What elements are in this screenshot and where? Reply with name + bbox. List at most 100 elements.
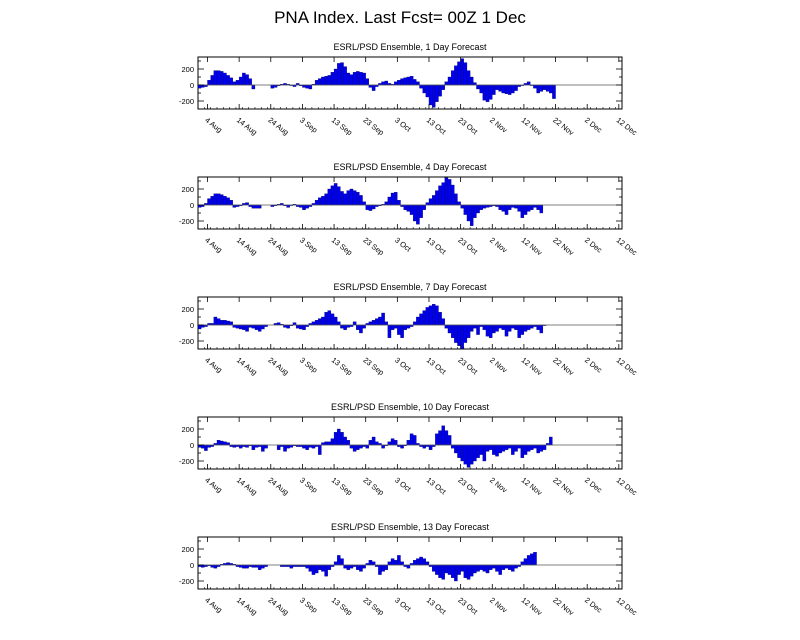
- y-tick-label: -200: [179, 217, 194, 226]
- bar: [216, 70, 221, 86]
- bar: [463, 204, 468, 215]
- bar: [251, 84, 256, 90]
- bar: [523, 324, 528, 332]
- bar: [549, 436, 553, 446]
- x-tick-label: 22 Nov: [551, 475, 575, 497]
- bar: [416, 558, 420, 566]
- bar: [207, 198, 211, 206]
- bar: [501, 84, 506, 94]
- bar: [507, 444, 512, 449]
- x-tick-label: 22 Nov: [551, 115, 575, 137]
- bar: [438, 430, 442, 446]
- bar: [444, 81, 449, 86]
- bar: [507, 324, 512, 332]
- bar: [450, 564, 455, 578]
- bar: [352, 444, 357, 452]
- plot-frame: [197, 416, 623, 470]
- bar: [463, 444, 468, 465]
- bar: [450, 444, 455, 449]
- bar: [261, 444, 265, 452]
- bar: [201, 444, 205, 449]
- x-tick-label: 13 Oct: [425, 235, 449, 256]
- bar: [413, 435, 417, 446]
- bar: [254, 324, 259, 330]
- x-tick-label: 14 Aug: [235, 115, 259, 136]
- bar: [362, 72, 366, 86]
- bar: [435, 305, 439, 326]
- x-tick-label: 12 Dec: [615, 475, 639, 497]
- bar: [400, 561, 404, 566]
- bar: [435, 564, 439, 575]
- bar: [447, 76, 452, 86]
- x-tick-label: 2 Dec: [583, 475, 604, 494]
- bar: [352, 190, 357, 206]
- bar: [466, 444, 471, 468]
- bar: [542, 444, 547, 450]
- bar: [314, 80, 319, 86]
- bar: [416, 81, 420, 86]
- bar: [337, 63, 341, 86]
- bar: [264, 444, 268, 449]
- bar: [330, 438, 335, 446]
- bar: [207, 80, 211, 86]
- x-tick-label: 13 Sep: [330, 595, 354, 617]
- bar: [466, 204, 471, 222]
- bar: [359, 324, 363, 334]
- chart-panel-5: ESRL/PSD Ensemble, 13 Day Forecast 200 0 -2…: [179, 522, 639, 617]
- y-tick-label: 200: [181, 425, 194, 434]
- plot-frame: [197, 296, 623, 350]
- bar: [457, 324, 461, 346]
- bar: [384, 321, 389, 326]
- bar: [422, 310, 426, 326]
- bar: [476, 204, 480, 214]
- bar: [321, 196, 325, 206]
- bar: [330, 72, 335, 86]
- bar: [381, 312, 385, 326]
- bar: [498, 564, 502, 575]
- bar: [359, 72, 363, 86]
- bar: [476, 444, 480, 458]
- bar: [276, 444, 281, 450]
- x-tick-label: 22 Nov: [551, 235, 575, 257]
- bar: [517, 204, 521, 212]
- bar: [387, 324, 392, 338]
- bar: [466, 70, 471, 86]
- bar: [539, 84, 544, 92]
- x-tick-label: 2 Dec: [583, 235, 604, 254]
- bar: [454, 193, 458, 206]
- bar: [422, 204, 426, 210]
- bar: [308, 564, 313, 572]
- bar: [356, 71, 360, 86]
- x-tick-label: 3 Oct: [393, 235, 413, 254]
- bar: [482, 204, 487, 209]
- x-tick-label: 13 Sep: [330, 235, 354, 257]
- bar: [321, 316, 325, 326]
- bar: [197, 324, 202, 330]
- bar: [482, 564, 487, 572]
- x-tick-label: 12 Nov: [520, 475, 544, 497]
- bar: [318, 197, 322, 206]
- x-tick-label: 12 Dec: [615, 115, 639, 137]
- x-tick-label: 13 Sep: [330, 475, 354, 497]
- bar: [226, 75, 230, 86]
- bar: [302, 204, 306, 210]
- bar: [520, 204, 525, 218]
- bar: [343, 193, 347, 206]
- bar: [340, 62, 344, 86]
- bar: [219, 71, 224, 86]
- bar: [514, 564, 518, 569]
- bar: [229, 77, 233, 86]
- bar: [444, 177, 449, 206]
- x-tick-label: 14 Aug: [235, 475, 259, 496]
- bar: [333, 316, 338, 326]
- bar: [492, 444, 496, 455]
- bar: [428, 305, 433, 326]
- y-tick-label: -200: [179, 97, 194, 106]
- bar: [324, 441, 328, 446]
- bar: [457, 61, 461, 86]
- bar: [365, 444, 370, 449]
- bar: [460, 324, 464, 350]
- bar: [492, 564, 496, 569]
- bar: [397, 80, 401, 86]
- bar: [356, 324, 360, 330]
